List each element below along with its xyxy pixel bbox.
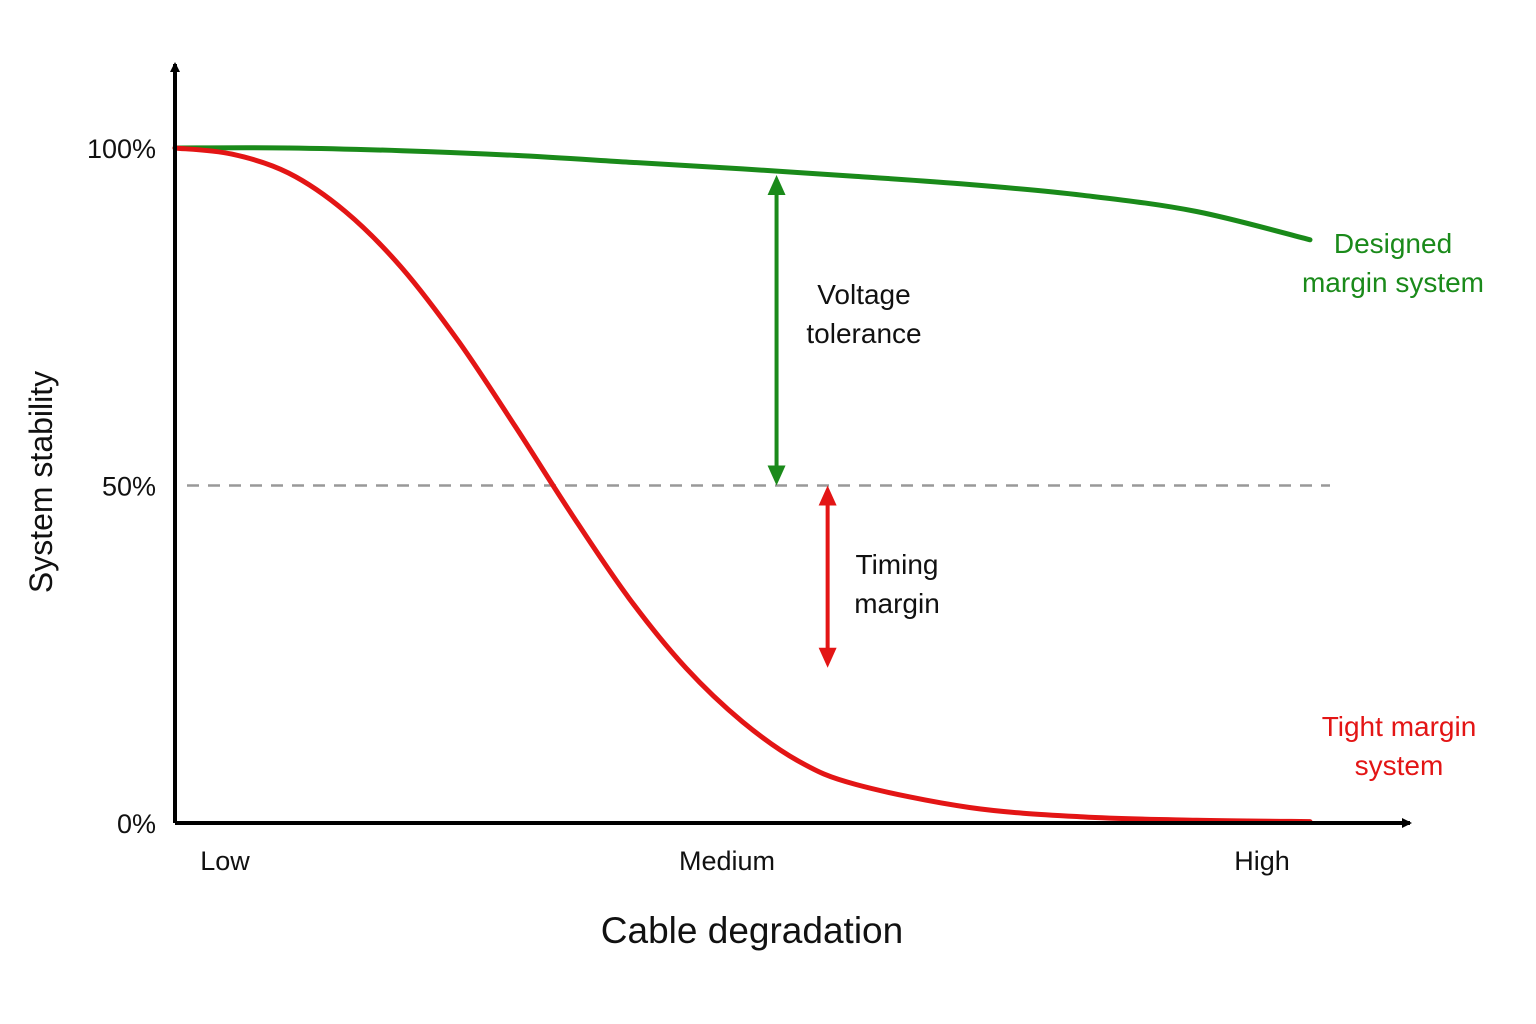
label-layer: 0% 50% 100% Low Medium High Designed margin sys… xyxy=(87,134,1484,876)
annotation-arrow-timing-head-top xyxy=(818,485,837,506)
series-line-tight-margin-system xyxy=(172,145,1313,825)
annotation-label-timing-line-2: margin xyxy=(854,588,940,619)
series-label-tight-margin-system-line-1: Tight margin xyxy=(1322,711,1477,742)
axes xyxy=(170,62,1412,828)
y-axis-title: System stability xyxy=(23,371,59,593)
annotation-arrow-voltage-head-bottom xyxy=(767,465,786,486)
y-tick-label-0: 0% xyxy=(117,809,156,839)
x-tick-label-high: High xyxy=(1234,846,1290,876)
x-tick-label-medium: Medium xyxy=(679,846,775,876)
series-layer xyxy=(172,145,1313,825)
series-line-designed-margin-system xyxy=(172,145,1313,243)
series-label-designed-margin-system-line-1: Designed xyxy=(1334,228,1452,259)
annotation-label-voltage-line-1: Voltage xyxy=(817,279,910,310)
annotation-label-timing-line-1: Timing xyxy=(856,549,939,580)
x-axis-title: Cable degradation xyxy=(601,910,903,951)
y-tick-label-100: 100% xyxy=(87,134,156,164)
series-label-tight-margin-system-line-2: system xyxy=(1355,750,1444,781)
annotation-arrow-timing-head-bottom xyxy=(818,647,837,668)
x-tick-label-low: Low xyxy=(200,846,250,876)
series-label-designed-margin-system-line-2: margin system xyxy=(1302,267,1484,298)
annotation-arrow-voltage-head-top xyxy=(767,175,786,195)
annotation-label-voltage-line-2: tolerance xyxy=(806,318,921,349)
annotation-layer xyxy=(767,175,837,668)
y-tick-label-50: 50% xyxy=(102,472,156,502)
